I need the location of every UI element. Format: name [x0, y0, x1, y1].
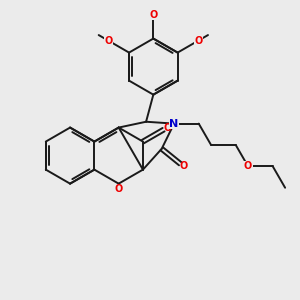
Text: N: N	[169, 118, 179, 129]
Text: O: O	[115, 184, 123, 194]
Text: O: O	[179, 161, 188, 171]
Text: O: O	[163, 123, 171, 133]
Text: O: O	[244, 161, 252, 171]
Text: O: O	[104, 36, 112, 46]
Text: O: O	[194, 36, 202, 46]
Text: O: O	[149, 10, 158, 20]
